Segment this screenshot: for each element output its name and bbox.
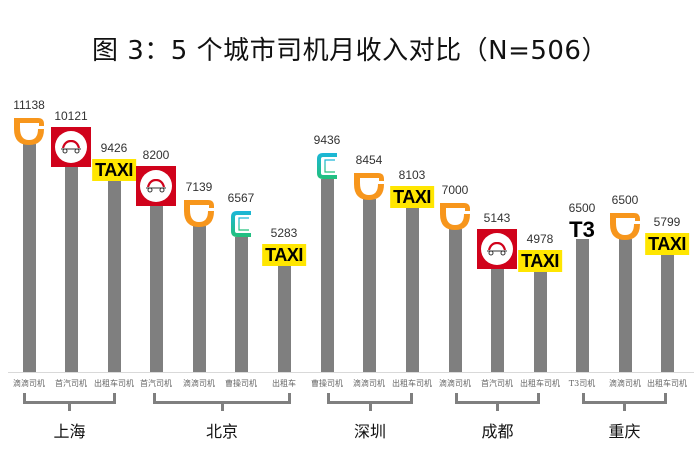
bar-value-label: 11138 (13, 97, 45, 112)
bar-didi (448, 228, 462, 372)
bar-value-label: 7139 (185, 179, 213, 194)
bar-shouqi (64, 164, 78, 372)
bar-caocao (320, 178, 334, 372)
x-axis-label: 滴滴司机 (183, 379, 215, 388)
bar-didi (362, 198, 376, 372)
didi-logo-icon (438, 201, 472, 231)
bar-value-label: 4978 (526, 231, 554, 246)
city-bracket-stem (623, 404, 626, 411)
bar-didi (22, 143, 36, 372)
city-bracket (455, 393, 540, 404)
city-label: 上海 (53, 422, 86, 441)
city-bracket (582, 393, 667, 404)
chart-title: 图 3：5 个城市司机月收入对比（N=506） (92, 36, 608, 66)
bar-value-label: 5283 (270, 225, 298, 240)
didi-logo-icon (182, 198, 216, 228)
city-bracket-stem (496, 404, 499, 411)
x-axis-label: 出租车 (272, 379, 296, 388)
bar-value-label: 8200 (142, 147, 170, 162)
x-axis-label: 首汽司机 (55, 379, 87, 388)
taxi-logo-icon: TAXI (92, 158, 136, 181)
city-label: 北京 (205, 422, 239, 441)
x-axis-label: 滴滴司机 (353, 379, 385, 388)
shouqi-logo-icon (51, 126, 91, 167)
taxi-logo-icon: TAXI (645, 233, 689, 256)
city-label: 重庆 (608, 422, 641, 441)
bar-value-label: 8103 (398, 167, 426, 182)
bar-value-label: 6500 (568, 200, 596, 215)
bar-taxi (277, 263, 291, 372)
shouqi-logo-icon (477, 228, 517, 269)
bar-shouqi (490, 266, 504, 372)
t3-logo-icon: T3 (569, 216, 595, 242)
bar-value-label: 8454 (355, 152, 383, 167)
x-axis-label: 滴滴司机 (13, 379, 45, 388)
taxi-logo-icon: TAXI (262, 243, 306, 266)
x-axis-label: 出租车司机 (94, 379, 134, 388)
city-label: 成都 (481, 422, 514, 441)
x-axis-line (8, 372, 694, 373)
city-bracket-stem (368, 404, 372, 411)
bar-value-label: 9426 (100, 140, 128, 155)
bar-value-label: 9436 (313, 132, 341, 147)
city-bracket (327, 393, 413, 404)
bar-value-label: 5799 (653, 215, 681, 230)
city-bracket-stem (220, 404, 224, 411)
caocao-logo-icon (315, 151, 339, 181)
city-bracket (153, 393, 291, 404)
x-axis-label: 首汽司机 (140, 379, 172, 388)
x-axis-label: 出租车司机 (647, 379, 687, 388)
bar-taxi (405, 205, 419, 372)
bar-taxi (660, 253, 674, 372)
x-axis-label: T3司机 (568, 379, 596, 388)
x-axis-label: 出租车司机 (520, 379, 560, 388)
x-axis-label: 曹操司机 (225, 379, 257, 388)
bar-value-label: 10121 (54, 108, 88, 123)
bar-shouqi (149, 203, 163, 372)
bar-caocao (234, 237, 248, 372)
bar-value-label: 7000 (441, 182, 469, 197)
didi-logo-icon (608, 211, 642, 241)
bar-didi (192, 225, 206, 372)
city-bracket (23, 393, 116, 404)
x-axis-label: 曹操司机 (311, 379, 343, 388)
x-axis-label: 滴滴司机 (439, 379, 471, 388)
x-axis-label: 滴滴司机 (609, 379, 641, 388)
taxi-logo-icon: TAXI (390, 185, 434, 208)
didi-logo-icon (352, 171, 386, 201)
bar-t3 (575, 238, 589, 372)
bar-taxi (107, 178, 121, 372)
didi-logo-icon (12, 116, 46, 146)
caocao-logo-icon (229, 209, 253, 239)
taxi-logo-icon: TAXI (518, 249, 562, 272)
bar-didi (618, 238, 632, 372)
shouqi-logo-icon (136, 165, 176, 206)
city-bracket-stem (68, 404, 71, 411)
city-label: 深圳 (353, 422, 387, 441)
bar-value-label: 6567 (227, 191, 255, 206)
bar-value-label: 5143 (483, 210, 511, 225)
bar-taxi (533, 269, 547, 372)
x-axis-label: 首汽司机 (481, 379, 513, 388)
bar-value-label: 6500 (611, 192, 639, 207)
x-axis-label: 出租车司机 (392, 379, 432, 388)
